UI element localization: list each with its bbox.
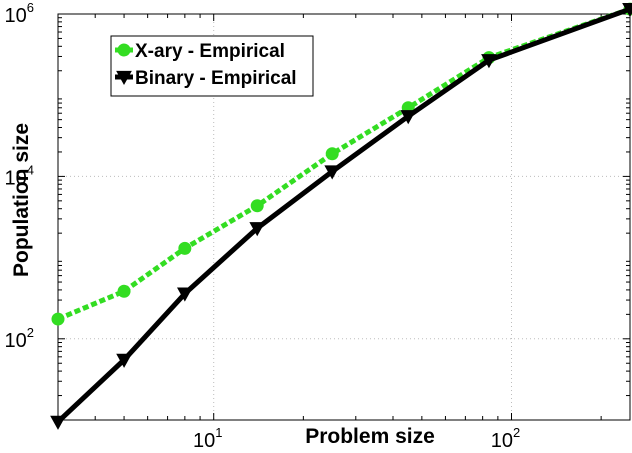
y-tick-label: 106 — [5, 0, 34, 27]
y-tick-label: 104 — [5, 162, 34, 189]
y-tick-exponent: 2 — [27, 325, 34, 340]
data-point-x-ary-empirical — [178, 241, 192, 255]
y-axis-title: Population size — [10, 123, 33, 277]
x-tick-base: 10 — [491, 430, 513, 452]
series-binary-empirical — [50, 2, 632, 430]
y-tick-exponent: 6 — [27, 0, 34, 15]
y-tick-label: 102 — [5, 325, 34, 352]
data-point-binary-empirical — [249, 222, 266, 237]
y-tick-base: 10 — [5, 167, 27, 189]
data-point-binary-empirical — [50, 415, 66, 430]
data-point-x-ary-empirical — [51, 312, 65, 326]
legend-box — [110, 35, 314, 97]
series-x-ary-empirical — [51, 2, 632, 326]
series-line-binary-empirical — [56, 6, 631, 424]
data-point-binary-empirical — [481, 54, 497, 69]
plot-area-frame — [57, 13, 631, 421]
y-tick-base: 10 — [5, 330, 27, 352]
legend-marker — [117, 43, 131, 57]
data-point-binary-empirical — [400, 110, 417, 125]
data-point-x-ary-empirical — [250, 199, 264, 213]
data-point-binary-empirical — [324, 165, 341, 180]
x-tick-exponent: 2 — [513, 425, 520, 440]
y-tick-base: 10 — [5, 5, 27, 27]
series-line-x-ary-empirical — [57, 6, 631, 322]
legend-items: X-ary - Empirical Binary - Empirical — [115, 41, 297, 89]
legend-entry-binary-empirical: Binary - Empirical — [115, 68, 297, 89]
legend-entry-x-ary-empirical: X-ary - Empirical — [115, 41, 285, 62]
data-point-x-ary-empirical — [117, 284, 131, 298]
x-axis-title: Problem size — [305, 425, 435, 448]
y-tick-exponent: 4 — [27, 162, 34, 177]
legend-marker — [116, 70, 132, 86]
x-tick-label: 101 — [193, 425, 222, 452]
data-point-binary-empirical — [176, 287, 193, 302]
data-point-binary-empirical — [622, 2, 632, 18]
data-point-x-ary-empirical — [325, 147, 339, 161]
legend-label: X-ary - Empirical — [135, 41, 285, 62]
x-tick-label: 102 — [491, 425, 520, 452]
x-tick-base: 10 — [193, 430, 215, 452]
legend: X-ary - Empirical Binary - Empirical — [110, 35, 314, 97]
x-tick-exponent: 1 — [215, 425, 222, 440]
series-layer — [50, 2, 632, 430]
legend-label: Binary - Empirical — [135, 68, 297, 89]
data-point-binary-empirical — [116, 353, 132, 368]
